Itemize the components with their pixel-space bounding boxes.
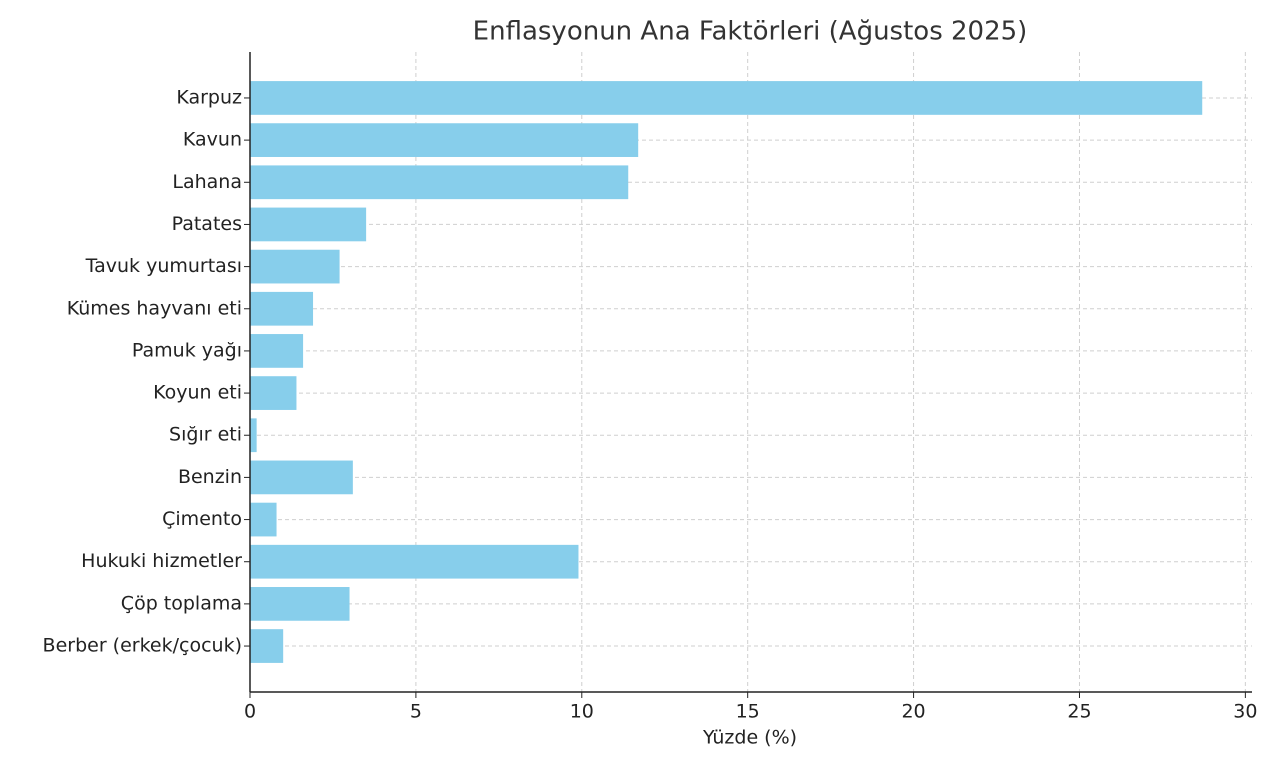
x-tick-label: 25 [1067, 701, 1091, 723]
bar [250, 207, 367, 242]
bar [250, 544, 579, 579]
x-tick-label: 30 [1233, 701, 1257, 723]
x-axis-label: Yüzde (%) [702, 727, 797, 749]
x-tick-label: 15 [736, 701, 760, 723]
bar [250, 460, 353, 495]
y-tick-label: Patates [172, 213, 242, 235]
bar [250, 81, 1203, 115]
y-tick-label: Berber (erkek/çocuk) [43, 635, 242, 657]
y-tick-label: Sığır eti [169, 424, 242, 446]
bar [250, 502, 277, 537]
bar [250, 165, 629, 200]
bar [250, 291, 314, 326]
bar [250, 629, 284, 663]
bar [250, 587, 350, 621]
y-tick-label: Kavun [183, 129, 242, 151]
y-tick-label: Hukuki hizmetler [81, 550, 242, 572]
y-tick-label: Koyun eti [153, 382, 242, 404]
y-tick-label: Pamuk yağı [132, 339, 242, 361]
y-tick-label: Tavuk yumurtası [85, 255, 242, 277]
y-tick-label: Karpuz [176, 86, 242, 108]
y-tick-label: Çöp toplama [121, 592, 242, 614]
y-tick-label: Kümes hayvanı eti [67, 297, 242, 319]
x-tick-label: 0 [244, 701, 256, 723]
y-tick-label: Lahana [172, 171, 242, 193]
y-tick-label: Çimento [162, 508, 242, 530]
bar [250, 249, 340, 284]
x-tick-label: 5 [410, 701, 422, 723]
chart-title: Enflasyonun Ana Faktörleri (Ağustos 2025… [473, 17, 1028, 47]
x-tick-label: 20 [901, 701, 925, 723]
bar [250, 418, 257, 453]
x-tick-label: 10 [570, 701, 594, 723]
bar [250, 376, 297, 410]
bar [250, 334, 304, 368]
bar [250, 123, 639, 157]
y-tick-label: Benzin [178, 466, 242, 488]
